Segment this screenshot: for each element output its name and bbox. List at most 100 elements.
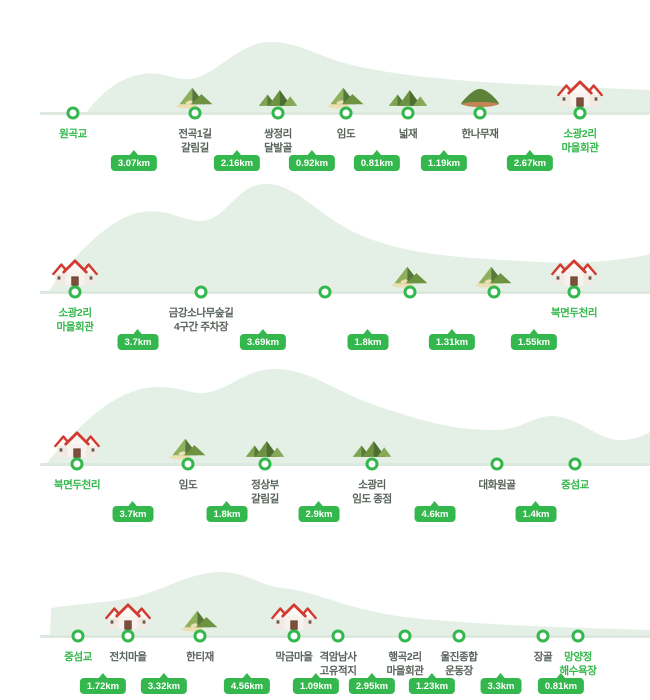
distance-badge: 3.7km [112,501,154,522]
distance-badge: 3.69km [239,329,287,350]
distance-value: 1.09km [292,678,340,694]
badge-arrow [314,501,324,507]
distance-badge: 0.81km [537,673,585,694]
waypoint-label-line: 망양정 [564,651,592,663]
badge-arrow [97,673,108,679]
waypoint-label-line: 울진종합 [440,651,478,663]
waypoint-label: 울진종합 운동장 [403,651,515,678]
waypoint-label: 북면두천리 [21,479,133,493]
waypoint-dot [70,457,84,471]
distance-badge: 1.23km [408,673,456,694]
waypoint-label-line: 고유적지 [319,664,357,677]
waypoint-dot [121,629,135,643]
badge-arrow [531,501,541,507]
distance-badge: 4.56km [223,673,271,694]
waypoint-label: 전곡1길 갈림길 [139,128,251,155]
waypoint-label: 막금마을 [238,651,350,665]
distance-badge: 1.09km [292,673,340,694]
waypoint-label-line: 소광2리 [563,128,597,140]
waypoint-dot [568,457,582,471]
badge-arrow [438,150,449,156]
distance-badge: 1.8km [206,501,248,522]
waypoint-label-line: 운동장 [445,664,473,677]
distance-badge: 1.19km [420,150,468,171]
waypoint-dot [193,629,207,643]
waypoint-label-line: 중섬교 [561,479,589,491]
badge-arrow [306,150,317,156]
distance-value: 2.16km [213,155,261,171]
waypoint-dot [339,106,353,120]
badge-arrow [366,673,377,679]
distance-value: 1.19km [420,155,468,171]
distance-value: 2.95km [348,678,396,694]
distance-value: 3.7km [117,334,159,350]
waypoint-label: 북면두천리 [518,307,630,321]
waypoint-label: 격암남사 고유적지 [282,651,394,678]
waypoint-label: 임도 [290,128,402,142]
waypoint-label: 중섬교 [519,479,631,493]
distance-value: 1.23km [408,678,456,694]
waypoint-dot [194,285,208,299]
distance-badge: 1.8km [347,329,389,350]
distance-badge: 4.6km [414,501,456,522]
waypoint-dot [536,629,550,643]
waypoint-dot [71,629,85,643]
waypoint-label-line: 전곡1길 [178,128,212,140]
distance-badge: 3.32km [140,673,188,694]
route-line [40,463,650,466]
waypoint-label-line: 마을회관 [56,320,94,333]
waypoint-label-line: 격암남사 [319,651,357,663]
waypoint-label-line: 정상부 [251,479,279,491]
waypoint-dot [318,285,332,299]
waypoint-label: 전치마을 [72,651,184,665]
badge-arrow [158,673,169,679]
waypoint-dot [573,106,587,120]
badge-arrow [310,673,321,679]
distance-value: 3.32km [140,678,188,694]
waypoint-label-line: 대화원골 [478,479,516,491]
waypoint-label: 중섬교 [22,651,134,665]
distance-value: 3.07km [110,155,158,171]
badge-arrow [363,329,373,335]
waypoint-dot [452,629,466,643]
waypoint-dot [398,629,412,643]
waypoint-label-line: 마을회관 [561,141,599,154]
waypoint-label-line: 북면두천리 [53,479,101,491]
distance-badge: 3.3km [480,673,522,694]
distance-badge: 1.55km [510,329,558,350]
badge-arrow [496,673,506,679]
waypoint-dot [571,629,585,643]
hill-silhouette-3 [46,369,650,464]
distance-badge: 2.95km [348,673,396,694]
waypoint-label-line: 소광리 [358,479,386,491]
waypoint-dot [365,457,379,471]
distance-value: 1.72km [79,678,127,694]
waypoint-label: 쌍정리 달발골 [222,128,334,155]
waypoint-label: 임도 [132,479,244,493]
route-line [40,635,650,638]
waypoint-dot [66,106,80,120]
distance-badge: 3.07km [110,150,158,171]
waypoint-label: 원곡교 [17,128,129,142]
waypoint-label: 넓재 [352,128,464,142]
waypoint-label-line: 막금마을 [275,651,313,663]
waypoint-label-line: 쌍정리 [264,128,292,140]
badge-arrow [426,673,437,679]
waypoint-label-line: 임도 종점 [352,492,392,505]
waypoint-label-line: 행곡2리 [388,651,422,663]
waypoint-label-line: 중섬교 [64,651,92,663]
badge-arrow [528,329,539,335]
waypoint-label: 행곡2리 마을회관 [349,651,461,678]
waypoint-dot [490,457,504,471]
badge-arrow [222,501,232,507]
badge-arrow [133,329,143,335]
badge-arrow [524,150,535,156]
badge-arrow [128,501,138,507]
waypoint-label-line: 전치마을 [109,651,147,663]
distance-value: 1.31km [428,334,476,350]
waypoint-dot [287,629,301,643]
waypoint-label: 정상부 갈림길 [209,479,321,506]
waypoint-dot [271,106,285,120]
distance-value: 4.6km [414,506,456,522]
